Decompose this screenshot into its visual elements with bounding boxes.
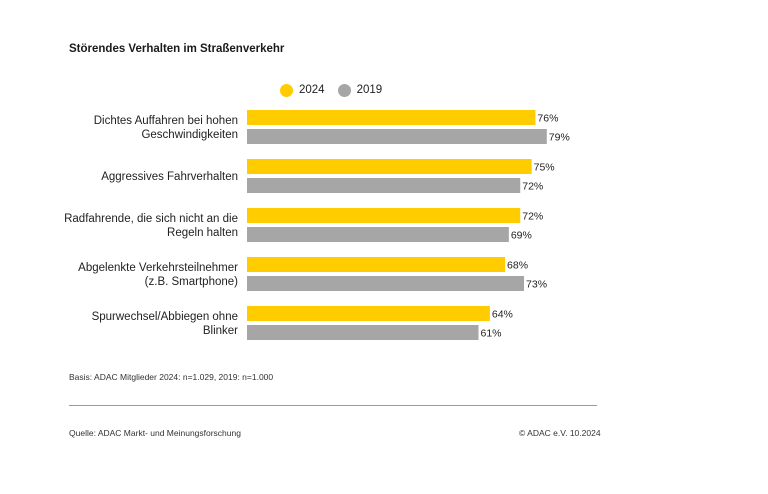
bar-2024 (247, 208, 521, 223)
legend-item-2024: 2024 (280, 83, 325, 97)
category-label: Dichtes Auffahren bei hohen (94, 115, 238, 127)
value-label-2024: 64% (492, 309, 513, 321)
category-label: Blinker (203, 325, 238, 337)
value-label-2019: 73% (526, 279, 547, 291)
value-label-2019: 69% (511, 230, 532, 242)
category-label: (z.B. Smartphone) (145, 276, 238, 288)
category-label: Abgelenkte Verkehrsteilnehmer (78, 262, 238, 274)
category-label: Geschwindigkeiten (141, 129, 238, 141)
legend-label-2019: 2019 (356, 84, 383, 96)
chart-title: Störendes Verhalten im Straßenverkehr (69, 43, 285, 55)
source-note: Quelle: ADAC Markt- und Meinungsforschun… (69, 428, 241, 438)
legend-item-2019: 2019 (337, 83, 383, 97)
bar-2019 (247, 276, 525, 291)
bar-2019 (247, 227, 509, 242)
value-label-2024: 68% (507, 260, 528, 272)
value-label-2019: 61% (480, 328, 501, 340)
bar-2024 (247, 159, 532, 174)
footer-divider (69, 405, 597, 406)
legend: 2024 2019 (280, 82, 395, 98)
category-label: Aggressives Fahrverhalten (101, 171, 238, 183)
bar-2019 (247, 129, 547, 144)
value-label-2024: 76% (537, 113, 558, 125)
category-label: Spurwechsel/Abbiegen ohne (92, 311, 238, 323)
legend-dot-2024-icon (280, 83, 293, 97)
category-label: Radfahrende, die sich nicht an die (64, 213, 238, 225)
bar-2019 (247, 178, 521, 193)
bar-2024 (247, 257, 506, 272)
basis-note: Basis: ADAC Mitglieder 2024: n=1.029, 20… (69, 372, 274, 382)
category-label: Regeln halten (167, 227, 238, 239)
legend-label-2024: 2024 (299, 84, 325, 96)
bar-2019 (247, 325, 479, 340)
bar-2024 (247, 306, 490, 321)
copyright-note: © ADAC e.V. 10.2024 (519, 428, 601, 438)
value-label-2019: 79% (549, 132, 570, 144)
value-label-2024: 75% (534, 162, 555, 174)
bar-2024 (247, 110, 536, 125)
value-label-2024: 72% (522, 211, 543, 223)
value-label-2019: 72% (522, 181, 543, 193)
legend-dot-2019-icon (337, 83, 351, 97)
